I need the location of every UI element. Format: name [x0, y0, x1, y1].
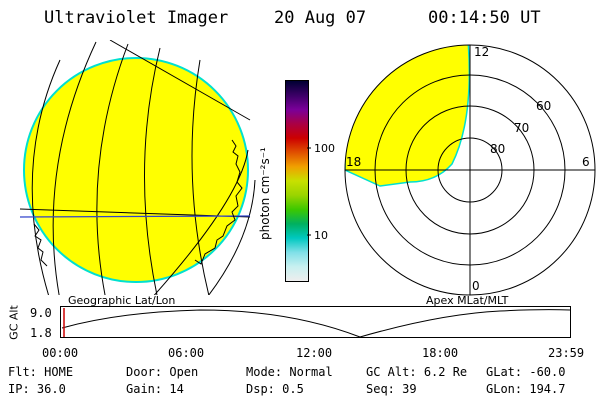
info-flt: Flt: HOME	[8, 365, 74, 379]
altitude-xtick-1200: 12:00	[296, 346, 333, 360]
info-seq: Seq: 39	[366, 382, 417, 396]
info-ip: IP: 36.0	[8, 382, 66, 396]
apex-polar-panel: 12 18 6 0 60 70 80	[344, 44, 596, 296]
instrument-title: Ultraviolet Imager	[44, 8, 229, 28]
info-gc-alt: GC Alt: 6.2 Re	[366, 365, 468, 379]
altitude-curve	[61, 309, 571, 338]
info-glat: GLat: -60.0	[486, 365, 566, 379]
altitude-xtick-0600: 06:00	[168, 346, 205, 360]
info-door: Door: Open	[126, 365, 199, 379]
meridian-line	[96, 43, 129, 295]
altitude-xtick-0000: 00:00	[42, 346, 79, 360]
lat-label-80: 80	[490, 142, 505, 156]
colorbar-tick-10: 10	[314, 229, 328, 242]
date-label: 20 Aug 07	[274, 8, 367, 28]
latitude-line	[208, 179, 256, 295]
altitude-ytick-9: 9.0	[30, 306, 52, 320]
apex-label: Apex MLat/MLT	[426, 294, 509, 307]
altitude-plot	[60, 306, 571, 338]
coastline	[33, 223, 48, 267]
mlt-label-0: 0	[472, 279, 480, 293]
meridian-line	[109, 40, 251, 121]
mlt-label-18: 18	[346, 155, 361, 169]
lat-label-70: 70	[514, 121, 529, 135]
altitude-xtick-1800: 18:00	[422, 346, 459, 360]
time-label: 00:14:50 UT	[428, 8, 541, 28]
mlt-label-12: 12	[474, 45, 489, 59]
info-dsp: Dsp: 0.5	[246, 382, 304, 396]
info-gain: Gain: 14	[126, 382, 184, 396]
altitude-ylabel: GC Alt	[7, 305, 21, 340]
meridian-line	[143, 47, 161, 295]
meridian-line	[31, 59, 61, 295]
uv-disk-left	[23, 57, 249, 283]
mlt-label-6: 6	[582, 155, 590, 169]
altitude-ytick-1: 1.8	[30, 326, 52, 340]
colorbar	[285, 80, 309, 282]
geographic-label: Geographic Lat/Lon	[68, 294, 176, 307]
geographic-globe-panel	[19, 40, 256, 295]
lat-label-60: 60	[536, 99, 551, 113]
terminator-line	[19, 215, 251, 218]
info-mode: Mode: Normal	[246, 365, 333, 379]
info-glon: GLon: 194.7	[486, 382, 566, 396]
colorbar-tick-100: 100	[314, 142, 335, 155]
altitude-xtick-2359: 23:59	[548, 346, 585, 360]
meridian-line	[191, 59, 210, 295]
latitude-line	[153, 149, 249, 295]
colorbar-ticks: 100 10	[307, 142, 335, 242]
coastline	[194, 139, 243, 265]
meridian-line	[52, 41, 97, 295]
colorbar-label: photon cm⁻²s⁻¹	[258, 147, 272, 240]
